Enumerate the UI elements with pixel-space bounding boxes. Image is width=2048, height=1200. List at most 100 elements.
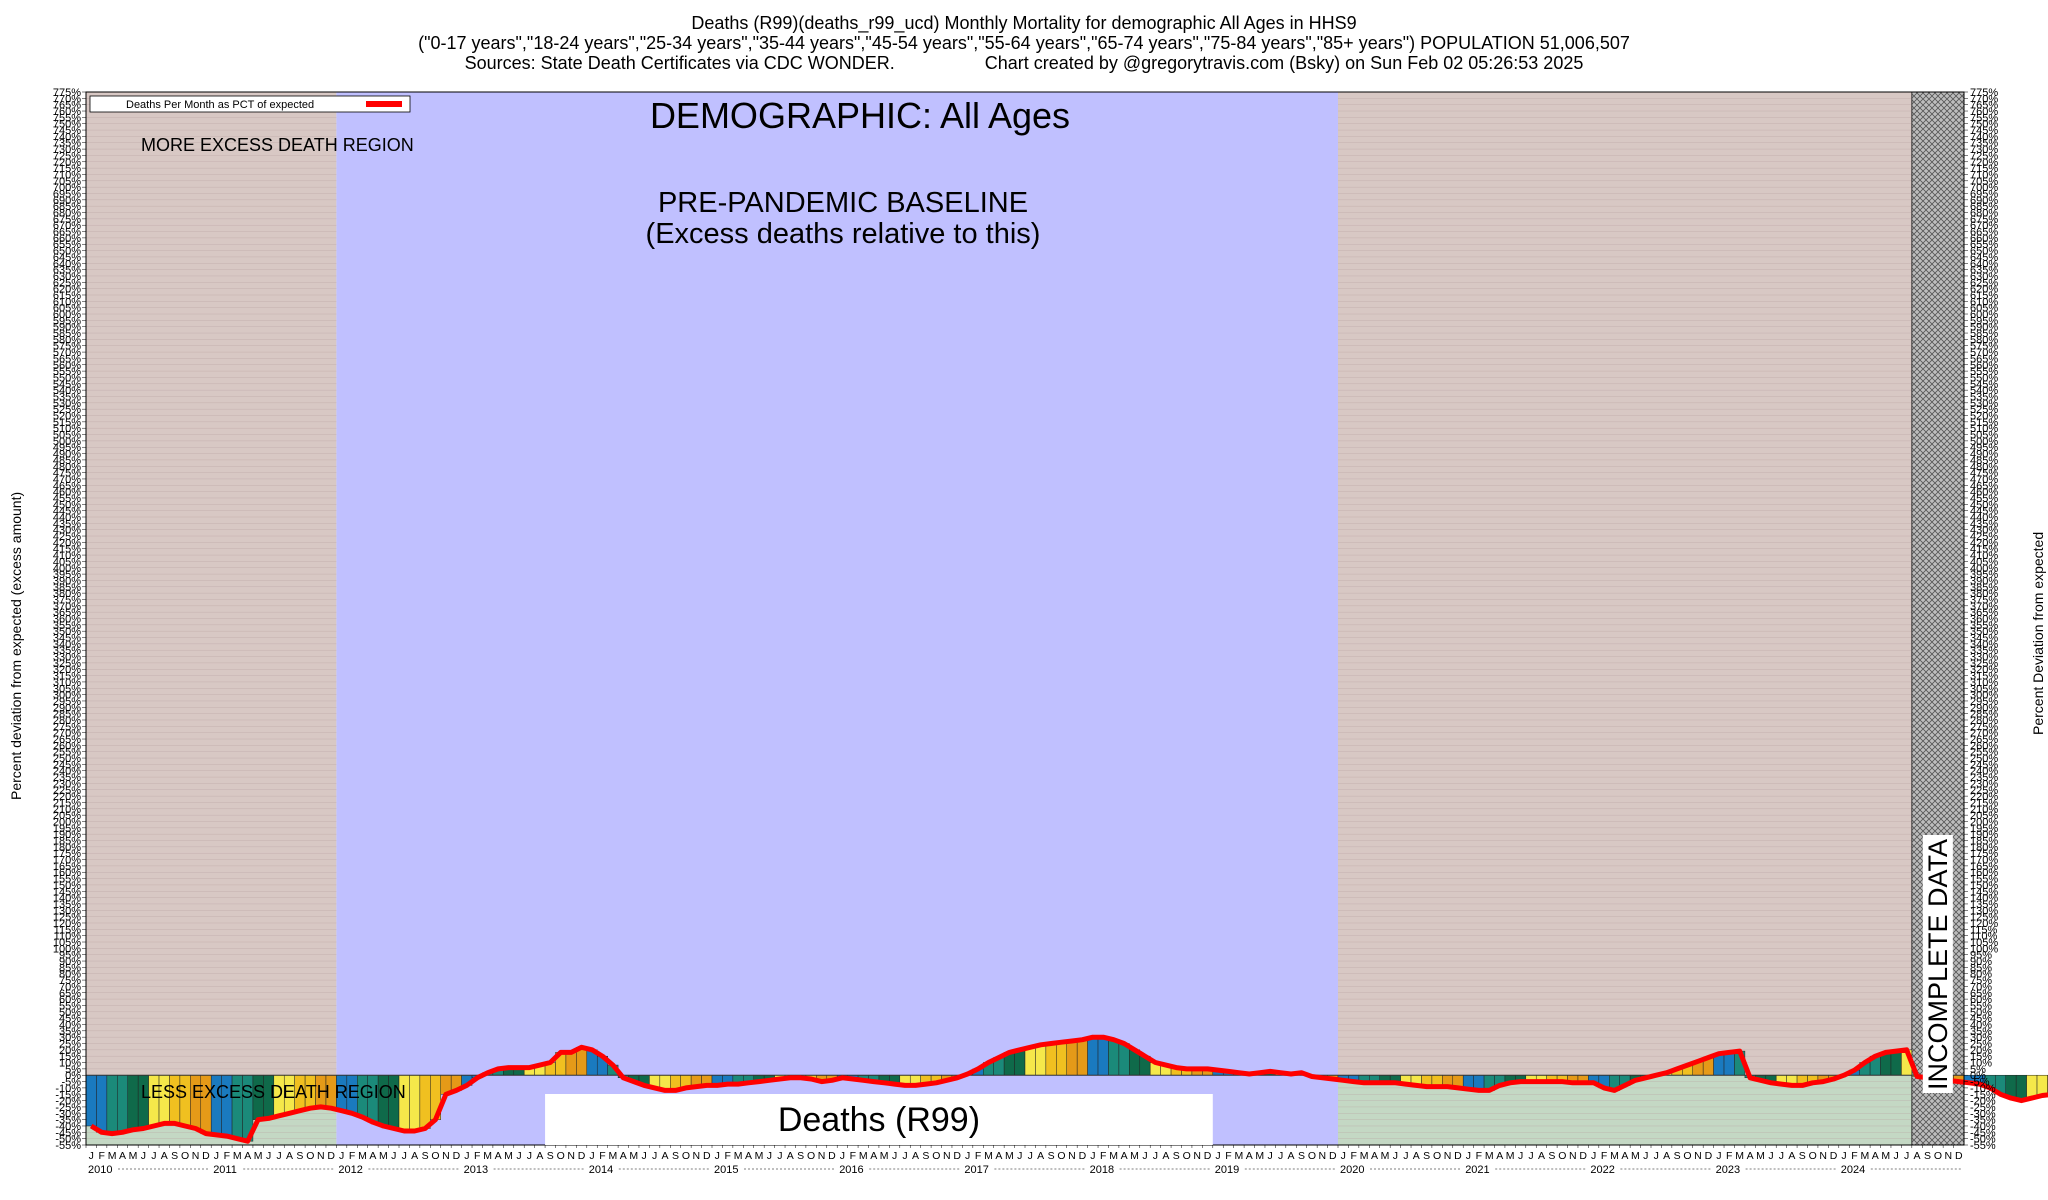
y-tick-label-right: 185% — [1970, 836, 1998, 848]
y-tick-label-left: 255% — [53, 747, 81, 759]
y-tick-label-left: 195% — [53, 823, 81, 835]
y-tick-label-right: 370% — [1970, 601, 1998, 613]
series-line — [89, 1034, 2048, 1144]
y-tick-label-left: 630% — [53, 271, 81, 283]
x-month-label: F — [599, 1150, 605, 1162]
y-tick-label-right: 310% — [1970, 677, 1998, 689]
y-tick-label-right: 560% — [1970, 360, 1998, 372]
y-tick-label-left: 85% — [59, 962, 81, 974]
bar — [1045, 1043, 1057, 1076]
y-tick-label-right: 0% — [1970, 1070, 1986, 1082]
y-tick-label-right: -35% — [1970, 1115, 1996, 1127]
y-tick-label-right: 330% — [1970, 652, 1998, 664]
x-month-label: O — [1558, 1150, 1566, 1162]
y-tick-label-right: 770% — [1970, 93, 1998, 105]
y-tick-label-left: 40% — [59, 1019, 81, 1031]
y-tick-label-left: 560% — [53, 360, 81, 372]
y-tick-label-left: 480% — [53, 461, 81, 473]
y-tick-label-left: 190% — [53, 829, 81, 841]
y-tick-label-right: 65% — [1970, 988, 1992, 1000]
x-month-label: A — [787, 1150, 794, 1162]
x-month-label: A — [1288, 1150, 1295, 1162]
y-tick-label-right: 590% — [1970, 322, 1998, 334]
y-tick-label-left: 55% — [59, 1000, 81, 1012]
x-month-label: D — [578, 1150, 586, 1162]
x-month-label: O — [1183, 1150, 1191, 1162]
x-month-label: F — [1476, 1150, 1482, 1162]
y-tick-label-left: 730% — [53, 144, 81, 156]
y-tick-label-left: 90% — [59, 956, 81, 968]
x-month-label: A — [369, 1150, 376, 1162]
y-tick-label-left: 275% — [53, 721, 81, 733]
y-tick-label-left: 620% — [53, 284, 81, 296]
x-month-label: S — [296, 1150, 303, 1162]
y-tick-label-left: 315% — [53, 671, 81, 683]
x-month-label: S — [1048, 1150, 1055, 1162]
y-tick-label-right: 390% — [1970, 575, 1998, 587]
y-tick-label-right: -45% — [1970, 1127, 1996, 1139]
x-month-label: F — [724, 1150, 730, 1162]
y-tick-label-left: 320% — [53, 664, 81, 676]
y-tick-label-right: 620% — [1970, 284, 1998, 296]
y-tick-label-right: 355% — [1970, 620, 1998, 632]
bar — [1097, 1036, 1109, 1076]
x-month-label: J — [840, 1150, 845, 1162]
y-tick-label-right: 725% — [1970, 150, 1998, 162]
y-tick-label-left: 725% — [53, 150, 81, 162]
y-tick-label-left: 580% — [53, 334, 81, 346]
y-tick-label-right: 655% — [1970, 239, 1998, 251]
y-tick-label-right: 430% — [1970, 525, 1998, 537]
x-month-label: J — [589, 1150, 594, 1162]
y-tick-label-right: -30% — [1970, 1108, 1996, 1120]
y-tick-label-right: 520% — [1970, 411, 1998, 423]
x-year-label: 2013 — [464, 1164, 488, 1176]
y-tick-label-right: 525% — [1970, 404, 1998, 416]
x-month-label: M — [129, 1150, 138, 1162]
x-month-label: F — [1350, 1150, 1356, 1162]
y-tick-label-right: 290% — [1970, 702, 1998, 714]
x-month-label: A — [1496, 1150, 1503, 1162]
y-tick-label-right: 180% — [1970, 842, 1998, 854]
y-tick-label-right: 15% — [1970, 1051, 1992, 1063]
bar — [565, 1052, 577, 1076]
y-tick-label-left: 475% — [53, 468, 81, 480]
x-month-label: S — [171, 1150, 178, 1162]
bar — [1035, 1044, 1047, 1076]
y-tick-label-right: 645% — [1970, 252, 1998, 264]
x-month-label: A — [1371, 1150, 1378, 1162]
y-tick-label-right: 265% — [1970, 734, 1998, 746]
x-month-label: O — [431, 1150, 439, 1162]
y-tick-label-left: 135% — [53, 899, 81, 911]
y-tick-label-right: -10% — [1970, 1083, 1996, 1095]
x-month-label: F — [1225, 1150, 1231, 1162]
x-year-label: 2017 — [964, 1164, 988, 1176]
y-tick-label-left: 95% — [59, 950, 81, 962]
bar — [1087, 1036, 1099, 1076]
y-tick-label-left: 740% — [53, 131, 81, 143]
y-tick-label-right: 260% — [1970, 740, 1998, 752]
y-tick-label-left: -25% — [55, 1102, 81, 1114]
y-tick-label-right: 140% — [1970, 893, 1998, 905]
y-tick-label-left: 230% — [53, 778, 81, 790]
x-month-label: A — [1663, 1150, 1670, 1162]
annotation-baseline-line2: (Excess deaths relative to this) — [646, 218, 1041, 250]
y-tick-label-right: 160% — [1970, 867, 1998, 879]
y-tick-label-left: 585% — [53, 328, 81, 340]
y-tick-label-left: 405% — [53, 556, 81, 568]
y-tick-label-right: 690% — [1970, 195, 1998, 207]
y-tick-label-right: 500% — [1970, 436, 1998, 448]
y-tick-label-left: 490% — [53, 449, 81, 461]
y-tick-label-right: 415% — [1970, 544, 1998, 556]
x-month-label: J — [1466, 1150, 1471, 1162]
y-tick-label-left: 70% — [59, 981, 81, 993]
y-tick-label-right: 215% — [1970, 797, 1998, 809]
y-tick-label-left: -10% — [55, 1083, 81, 1095]
y-tick-label-left: -55% — [55, 1140, 81, 1152]
y-tick-label-right: 570% — [1970, 347, 1998, 359]
y-tick-label-left: 285% — [53, 709, 81, 721]
y-tick-label-left: 455% — [53, 493, 81, 505]
y-tick-label-right: 555% — [1970, 366, 1998, 378]
y-tick-label-right: 445% — [1970, 506, 1998, 518]
y-tick-label-left: 65% — [59, 988, 81, 1000]
x-month-label: N — [1945, 1150, 1953, 1162]
